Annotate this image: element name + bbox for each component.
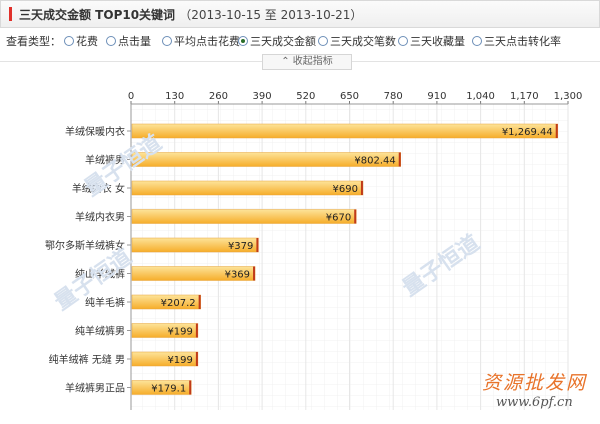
category-label: 纯山羊绒裤: [75, 268, 125, 281]
category-label: 鄂尔多斯羊绒裤女: [45, 239, 125, 252]
category-label: 羊绒裤男: [85, 154, 125, 167]
radio-icon[interactable]: [106, 36, 116, 46]
radio-icon[interactable]: [472, 36, 482, 46]
radio-icon[interactable]: [318, 36, 328, 46]
category-label: 羊绒内衣 女: [72, 182, 125, 195]
x-tick-label: 390: [253, 91, 272, 102]
category-label: 纯羊绒裤男: [75, 325, 125, 338]
chevron-up-icon: ⌃: [281, 56, 290, 67]
x-tick-label: 650: [340, 91, 359, 102]
bars-layer: ¥1,269.44 ¥802.44 ¥690 ¥670 ¥379 ¥369 ¥207.2 ¥1…: [131, 123, 558, 395]
data-label: ¥379: [228, 241, 253, 252]
filter-option-3day-orders[interactable]: 三天成交笔数: [318, 33, 396, 49]
radio-selected-icon[interactable]: [238, 36, 248, 46]
bar: [131, 209, 357, 224]
filter-option-3day-amount[interactable]: 三天成交金额: [238, 33, 316, 49]
x-tick-label: 910: [427, 91, 446, 102]
category-label: 羊绒保暖内衣: [65, 125, 125, 138]
watermark-url: www.6pf.cn: [496, 395, 573, 410]
data-label: ¥207.2: [161, 298, 196, 309]
bar-end-cap: [555, 124, 558, 138]
bar-end-cap: [253, 266, 256, 281]
title-bar: 三天成交金额 TOP10关键词 （2013-10-15 至 2013-10-21…: [0, 0, 600, 28]
filter-label: 查看类型：: [6, 35, 61, 48]
corner-watermark: 资源批发网 www.6pf.cn: [482, 368, 587, 410]
data-label: ¥1,269.44: [502, 127, 553, 138]
data-label: ¥199: [167, 327, 192, 338]
title-accent-mark: [9, 7, 12, 21]
category-label: 纯羊毛裤: [85, 296, 125, 309]
bar-end-cap: [398, 152, 401, 167]
filter-option-avg-cpc[interactable]: 平均点击花费: [162, 33, 240, 49]
data-label: ¥199: [167, 355, 192, 366]
bar: [131, 123, 558, 139]
data-label: ¥369: [225, 270, 250, 281]
category-label: 纯羊绒裤 无缝 男: [49, 353, 125, 366]
bar-end-cap: [195, 323, 198, 338]
bar-end-cap: [189, 380, 192, 395]
x-tick-label: 520: [296, 91, 315, 102]
radio-icon[interactable]: [162, 36, 172, 46]
data-label: ¥179.1: [151, 384, 186, 395]
category-label: 羊绒裤男正品: [65, 382, 125, 395]
bar-end-cap: [354, 209, 357, 224]
radio-icon[interactable]: [398, 36, 408, 46]
x-axis: 0 130 260 390 520 650 780 910 1,040 1,170 1,300: [127, 91, 582, 410]
radio-icon[interactable]: [64, 36, 74, 46]
filter-option-3day-conversion[interactable]: 三天点击转化率: [472, 33, 561, 49]
chart-title: 三天成交金额 TOP10关键词 （2013-10-15 至 2013-10-21…: [19, 6, 362, 23]
bar-end-cap: [195, 352, 198, 366]
x-tick-label: 260: [209, 91, 228, 102]
collapse-metrics-button[interactable]: ⌃ 收起指标: [262, 54, 352, 70]
x-tick-label: 1,300: [554, 91, 583, 102]
watermark-chinese: 资源批发网: [482, 372, 588, 394]
category-label: 羊绒内衣男: [75, 211, 125, 224]
data-label: ¥690: [332, 184, 357, 195]
filter-option-clicks[interactable]: 点击量: [106, 33, 151, 49]
filter-option-3day-favorites[interactable]: 三天收藏量: [398, 33, 465, 49]
chart-date-range: （2013-10-15 至 2013-10-21）: [179, 8, 363, 22]
data-label: ¥670: [326, 213, 351, 224]
bar: [131, 180, 364, 196]
bar-end-cap: [360, 181, 363, 195]
x-tick-label: 0: [128, 91, 134, 102]
data-label: ¥802.44: [354, 156, 395, 167]
chart-title-text: 三天成交金额 TOP10关键词: [19, 8, 176, 22]
x-tick-label: 1,170: [510, 91, 539, 102]
x-tick-label: 1,040: [466, 91, 495, 102]
bar-end-cap: [256, 238, 259, 252]
bar-end-cap: [198, 295, 201, 309]
filter-option-cost[interactable]: 花费: [64, 33, 98, 49]
x-tick-label: 780: [384, 91, 403, 102]
x-tick-label: 130: [165, 91, 184, 102]
